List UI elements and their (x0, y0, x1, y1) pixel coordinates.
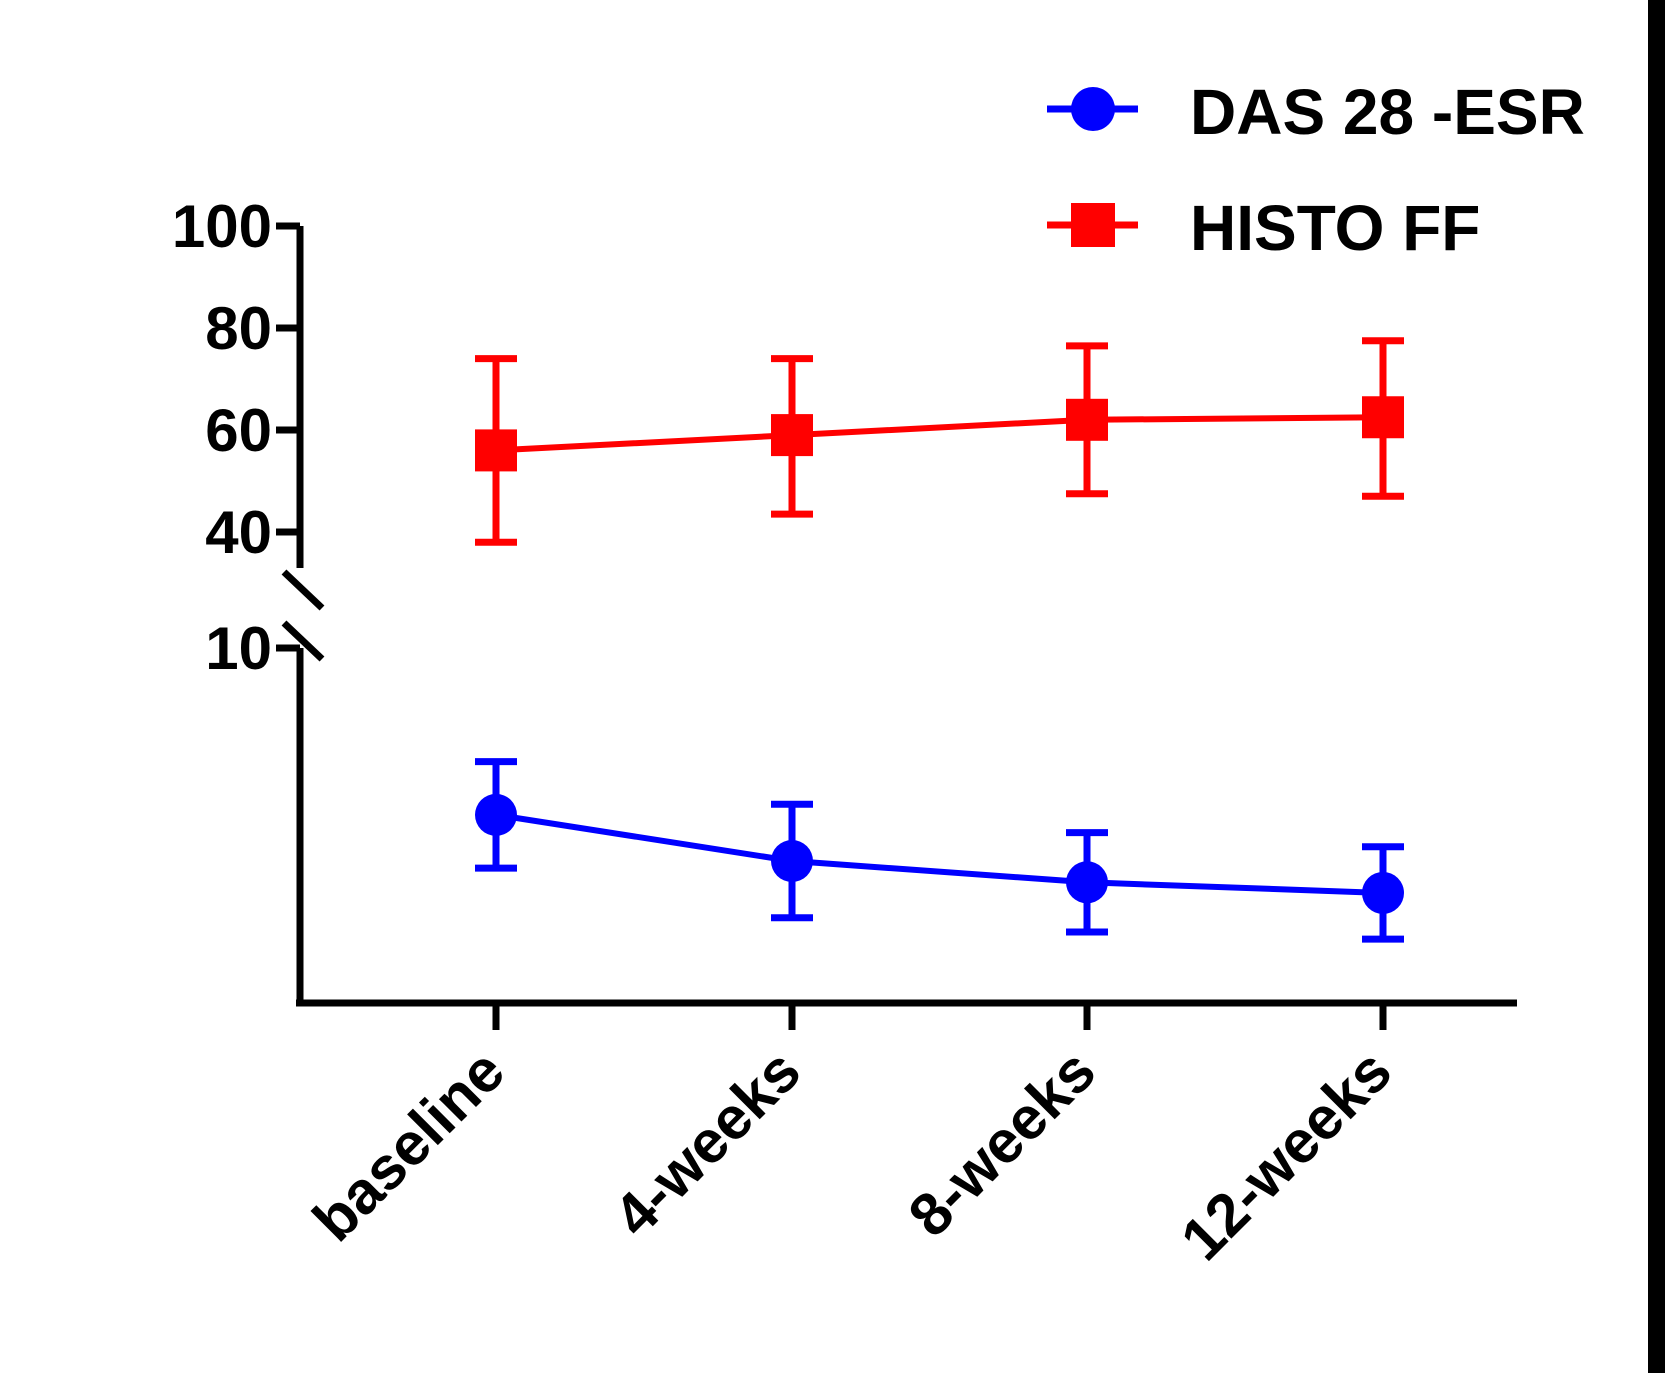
right-edge-strip (1648, 0, 1665, 1373)
point-histo-baseline (475, 429, 517, 472)
y-tick-label-10: 10 (205, 615, 272, 682)
point-das28-4-weeks (771, 840, 813, 882)
point-histo-4-weeks (771, 414, 813, 457)
series-line-das28 (495, 811, 1384, 896)
point-histo-8-weeks (1066, 398, 1108, 441)
series-line-histo (495, 414, 1384, 454)
axis-break-mark-top (281, 569, 325, 611)
legend-label-histo: HISTO FF (1190, 192, 1480, 264)
x-category-label-12-weeks: 12-weeks (1168, 1037, 1404, 1273)
axes (281, 226, 1517, 1007)
x-category-label-baseline: baseline (300, 1037, 517, 1254)
series-histo (475, 337, 1404, 546)
legend-marker-das28 (1071, 87, 1115, 131)
x-category-label-4-weeks: 4-weeks (601, 1037, 813, 1249)
y-ticks: 40 60 80 100 10 (172, 193, 300, 682)
x-ticks: baseline 4-weeks 8-weeks 12-weeks (300, 1003, 1404, 1273)
series-layer (475, 337, 1404, 943)
point-das28-baseline (475, 793, 517, 836)
legend: DAS 28 -ESR HISTO FF (1047, 76, 1585, 264)
axis-break-mark-bottom (281, 620, 325, 662)
y-tick-label-60: 60 (205, 397, 272, 464)
point-das28-12-weeks (1362, 871, 1404, 914)
y-tick-label-100: 100 (172, 193, 272, 260)
y-tick-label-80: 80 (205, 295, 272, 362)
x-category-label-8-weeks: 8-weeks (896, 1037, 1108, 1249)
point-das28-8-weeks (1066, 861, 1108, 904)
series-das28 (475, 758, 1404, 943)
legend-label-das28: DAS 28 -ESR (1190, 76, 1585, 148)
legend-marker-histo (1071, 203, 1115, 247)
y-tick-label-40: 40 (205, 499, 272, 566)
point-histo-12-weeks (1362, 396, 1404, 439)
